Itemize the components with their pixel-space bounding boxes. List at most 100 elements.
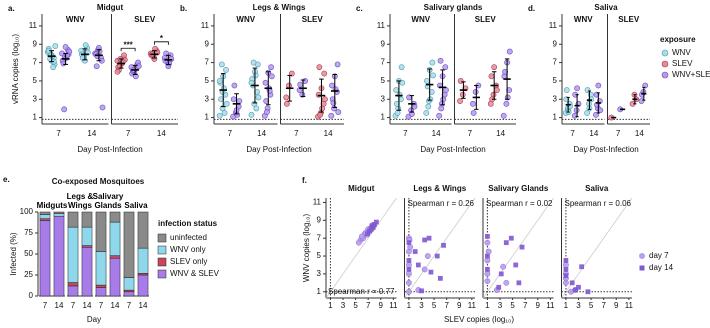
x-tick-label: 5	[589, 301, 594, 310]
bar-segment	[137, 211, 149, 249]
data-point	[268, 73, 275, 80]
data-point	[398, 64, 405, 71]
legend-label: day 14	[649, 263, 674, 272]
y-tick-label: 11	[313, 198, 322, 207]
x-tick-label: 7	[366, 301, 371, 310]
panel-title: Legs & Wings	[253, 3, 306, 12]
x-tick-label: 7	[403, 129, 408, 138]
legend-label: uninfected	[170, 233, 207, 242]
legend-label: WNV & SLEV	[170, 269, 220, 278]
annotation: Spearman r = 0.06	[565, 199, 632, 208]
data-point	[335, 109, 342, 115]
data-point	[441, 242, 446, 248]
y-axis-label: vRNA copies (log₁₀)	[11, 34, 20, 104]
y-tick-label: 3	[317, 269, 322, 278]
x-tick-label: 14	[139, 301, 148, 310]
x-tick-label: 14	[83, 301, 92, 310]
data-point	[470, 110, 477, 116]
data-point	[234, 111, 241, 118]
data-point	[393, 87, 400, 93]
x-tick-label: 7	[43, 301, 48, 310]
data-point	[322, 96, 328, 103]
data-point	[297, 81, 304, 88]
x-tick-label: 11	[625, 301, 634, 310]
data-point	[504, 94, 511, 101]
data-point	[563, 87, 570, 93]
data-point	[406, 262, 412, 268]
y-tick-label: 7	[33, 58, 38, 67]
facet-title: Salivary Glands	[488, 184, 549, 193]
data-point	[411, 103, 418, 110]
legend-label: SLEV	[672, 59, 693, 68]
x-tick-label: 7	[294, 129, 299, 138]
x-tick-label: 3	[576, 301, 581, 310]
x-tick-label: 14	[87, 129, 96, 138]
facet-title: Saliva	[124, 201, 148, 210]
data-point	[457, 98, 463, 104]
annotation: Spearman r = 0.26	[408, 199, 475, 208]
significance-label: *	[160, 34, 164, 43]
data-point	[166, 60, 172, 67]
data-point	[132, 73, 139, 80]
data-point	[485, 233, 490, 239]
facet-title-text: Saliva	[124, 201, 148, 210]
data-point	[61, 106, 68, 113]
y-tick-label: 25	[24, 270, 33, 279]
data-point	[638, 98, 645, 104]
y-tick-label: 1	[317, 287, 322, 296]
bar-segment	[137, 247, 149, 274]
data-point	[584, 110, 590, 116]
data-point	[223, 100, 230, 107]
data-point	[393, 100, 400, 107]
data-point	[218, 61, 225, 68]
data-point	[425, 103, 432, 110]
data-point	[563, 267, 569, 272]
bar-segment	[81, 226, 93, 246]
x-axis-label: Day Post-Infection	[573, 145, 638, 154]
x-tick-label: 9	[536, 301, 541, 310]
data-point	[503, 279, 510, 286]
data-point	[491, 64, 498, 71]
y-tick-label: 1	[381, 113, 386, 122]
legend-swatch	[157, 269, 167, 279]
data-point	[496, 284, 502, 290]
data-point	[436, 112, 443, 119]
facet-label: WNV	[411, 15, 430, 24]
data-point	[407, 244, 414, 251]
legend-label: WNV only	[170, 245, 206, 254]
data-point	[419, 288, 424, 294]
y-tick-label: 0	[29, 291, 34, 300]
y-tick-label: 3	[381, 94, 386, 103]
bar-segment	[109, 257, 121, 297]
data-point	[428, 89, 435, 95]
data-point	[315, 91, 322, 98]
data-point	[331, 105, 337, 112]
identity-line	[404, 197, 476, 299]
data-point	[457, 78, 464, 84]
x-tick-label: 14	[55, 301, 64, 310]
data-point	[513, 262, 519, 268]
data-point	[255, 94, 262, 101]
y-tick-label: 11	[549, 21, 558, 30]
bar-segment	[67, 282, 79, 287]
legend-marker	[639, 265, 645, 271]
facet-title: Saliva	[585, 184, 609, 193]
annotation: Spearman r = 0.02	[486, 199, 553, 208]
data-point	[283, 94, 290, 101]
x-tick-label: 9	[614, 301, 619, 310]
significance-bracket	[120, 47, 136, 52]
y-axis-label: WNV copies (log₁₀)	[302, 214, 311, 283]
y-tick-label: 1	[205, 113, 210, 122]
y-tick-label: 7	[317, 233, 322, 242]
x-tick-label: 9	[379, 301, 384, 310]
y-tick-label: 5	[317, 251, 322, 260]
legend-marker	[661, 71, 669, 79]
data-point	[502, 68, 508, 75]
data-point	[319, 105, 326, 112]
x-tick-label: 7	[126, 129, 131, 138]
facet-label: SLEV	[302, 15, 324, 24]
bar-segment	[109, 211, 121, 223]
data-point	[421, 266, 428, 273]
data-point	[500, 112, 507, 119]
legend-marker	[639, 253, 645, 259]
